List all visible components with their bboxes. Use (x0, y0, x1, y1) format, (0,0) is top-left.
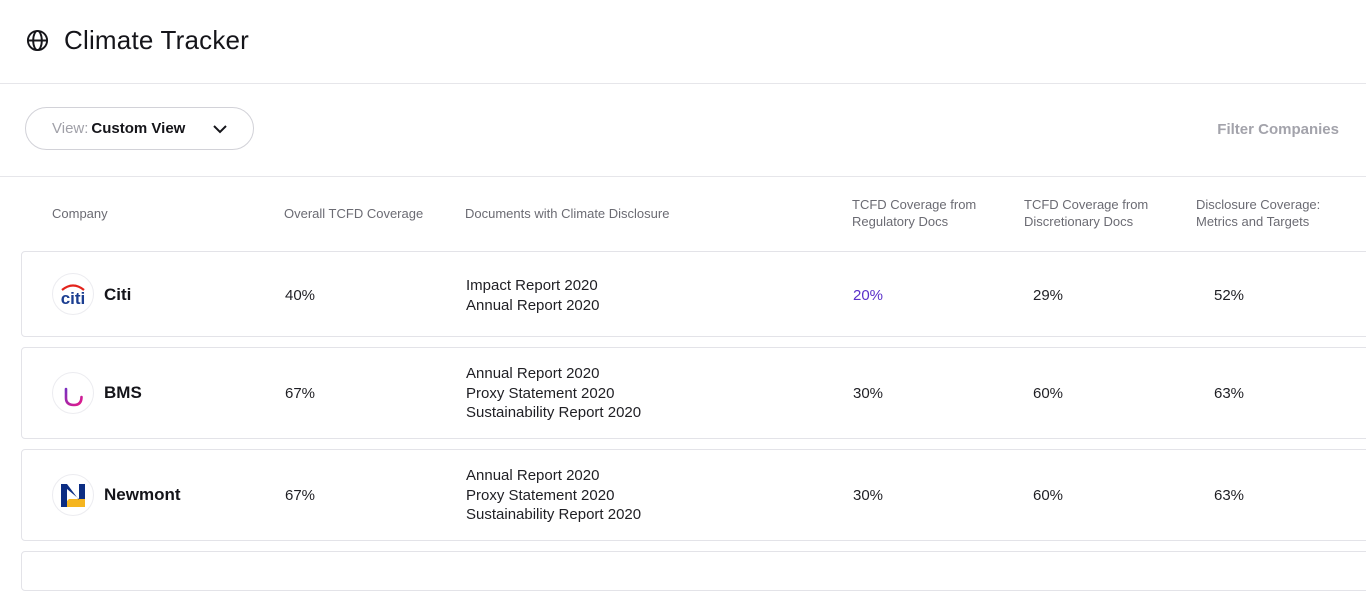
globe-icon (26, 29, 49, 52)
regulatory-coverage: 30% (853, 487, 884, 504)
document-item[interactable]: Sustainability Report 2020 (466, 506, 642, 523)
column-header-company[interactable]: Company (52, 206, 108, 221)
document-item[interactable]: Annual Report 2020 (466, 365, 600, 382)
chevron-down-icon (213, 125, 227, 134)
company-name[interactable]: Citi (104, 285, 132, 304)
column-header-discretionary[interactable]: TCFD Coverage from Discretionary Docs (1024, 197, 1149, 229)
metrics-coverage: 63% (1214, 385, 1245, 402)
view-selector[interactable]: View: Custom View (25, 107, 254, 150)
column-header-overall[interactable]: Overall TCFD Coverage (284, 206, 424, 221)
overall-coverage: 67% (285, 487, 316, 504)
company-name[interactable]: Newmont (104, 485, 181, 504)
regulatory-coverage-link[interactable]: 20% (853, 287, 884, 304)
table-row[interactable]: citi Citi 40% Impact Report 2020 Annual … (21, 251, 1366, 337)
overall-coverage: 40% (285, 287, 316, 304)
document-item[interactable]: Proxy Statement 2020 (466, 384, 615, 402)
table-row[interactable]: Newmont 67% Annual Report 2020 Proxy Sta… (21, 449, 1366, 541)
view-prefix: View: (52, 120, 89, 137)
toolbar: View: Custom View Filter Companies (0, 84, 1366, 177)
bms-logo (52, 372, 94, 414)
filter-companies-button[interactable]: Filter Companies (1217, 121, 1339, 138)
metrics-coverage: 52% (1214, 287, 1245, 304)
app-title: Climate Tracker (64, 25, 250, 55)
company-name[interactable]: BMS (104, 383, 142, 402)
documents-list: Annual Report 2020 Proxy Statement 2020 … (466, 364, 641, 423)
citi-logo: citi (52, 273, 94, 315)
newmont-logo (52, 474, 94, 516)
document-item[interactable]: Impact Report 2020 (466, 277, 598, 294)
table-row[interactable]: BMS 67% Annual Report 2020 Proxy Stateme… (21, 347, 1366, 439)
discretionary-coverage: 60% (1033, 487, 1064, 504)
document-item[interactable]: Annual Report 2020 (466, 467, 600, 484)
newmont-logo-mark (61, 484, 85, 507)
document-item[interactable]: Annual Report 2020 (466, 296, 600, 314)
document-item[interactable]: Proxy Statement 2020 (466, 486, 615, 504)
citi-logo-mark: citi (61, 284, 86, 308)
column-header-metrics[interactable]: Disclosure Coverage: Metrics and Targets (1196, 197, 1321, 229)
column-header-documents[interactable]: Documents with Climate Disclosure (465, 206, 670, 221)
documents-list: Annual Report 2020 Proxy Statement 2020 … (466, 466, 641, 525)
app-header: Climate Tracker (0, 0, 1366, 84)
documents-list: Impact Report 2020 Annual Report 2020 (466, 276, 599, 315)
discretionary-coverage: 60% (1033, 385, 1064, 402)
svg-text:citi: citi (61, 289, 86, 308)
view-value: Custom View (91, 120, 186, 137)
column-header-regulatory[interactable]: TCFD Coverage from Regulatory Docs (852, 197, 977, 229)
overall-coverage: 67% (285, 385, 316, 402)
bms-logo-mark (64, 379, 83, 407)
metrics-coverage: 63% (1214, 487, 1245, 504)
regulatory-coverage: 30% (853, 385, 884, 402)
table-row[interactable] (21, 551, 1366, 591)
document-item[interactable]: Sustainability Report 2020 (466, 404, 642, 421)
discretionary-coverage: 29% (1033, 287, 1064, 304)
table-header: Company Overall TCFD Coverage Documents … (0, 178, 1366, 250)
